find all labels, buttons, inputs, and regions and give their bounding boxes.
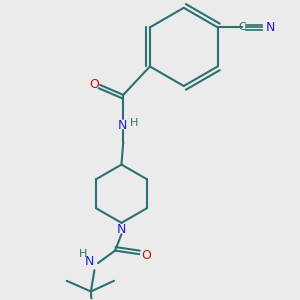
Text: C: C: [238, 22, 246, 32]
Text: O: O: [89, 78, 99, 91]
Text: O: O: [141, 249, 151, 262]
Text: H: H: [130, 118, 138, 128]
Text: N: N: [118, 119, 127, 132]
Text: N: N: [266, 21, 275, 34]
Text: H: H: [79, 249, 87, 259]
Text: N: N: [84, 256, 94, 268]
Text: N: N: [117, 223, 126, 236]
